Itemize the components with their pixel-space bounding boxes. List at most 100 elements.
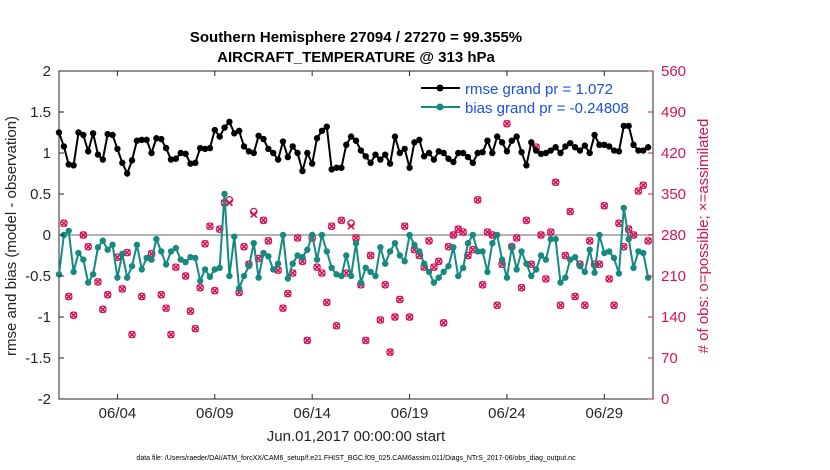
rmse-marker [245, 148, 253, 155]
bias-marker [567, 256, 574, 263]
rmse-marker [119, 159, 126, 167]
chart-title: Southern Hemisphere 27094 / 27270 = 99.3… [190, 29, 522, 46]
bias-marker [289, 260, 296, 267]
obs-possible-marker [186, 307, 195, 315]
rmse-marker [581, 142, 589, 149]
rmse-marker [601, 141, 608, 148]
bias-marker [406, 231, 413, 239]
rmse-marker [270, 149, 277, 157]
obs-possible-marker [337, 216, 346, 225]
bias-marker [489, 240, 496, 247]
obs-possible-marker [585, 237, 594, 245]
obs-possible-marker [571, 292, 579, 301]
obs-possible-marker [391, 313, 399, 321]
obs-assimilated-marker [595, 260, 604, 268]
tick-layer: 06/04 06/09 06/14 06/19 06/24 06/29 2 1.5 1 0.5 0 -… [25, 63, 686, 422]
obs-possible-marker [430, 263, 438, 272]
obs-possible-marker [303, 336, 312, 345]
rmse-marker [474, 149, 481, 157]
bias-marker [498, 256, 506, 263]
obs-possible-marker [264, 237, 273, 245]
rmse-marker [435, 148, 442, 155]
bias-marker [450, 244, 457, 251]
series-layer [55, 118, 652, 292]
bias-marker [255, 274, 262, 281]
obs-possible-marker [434, 257, 443, 266]
obs-possible-marker [542, 275, 550, 283]
rmse-marker [89, 130, 97, 137]
rmse-marker [445, 155, 452, 162]
obs-assimilated-marker [240, 243, 248, 251]
obs-assimilated-marker [571, 292, 579, 301]
bias-marker [411, 241, 418, 249]
bias-marker [605, 248, 613, 255]
obs-possible-marker [94, 278, 102, 286]
rmse-marker [153, 135, 160, 142]
obs-assimilated-marker [581, 301, 589, 309]
obs-assimilated-marker [615, 219, 623, 227]
obs-assimilated-marker [225, 199, 233, 207]
obs-assimilated-marker [84, 243, 92, 251]
bias-marker [308, 231, 316, 239]
bias-marker [99, 237, 107, 244]
obs-assimilated-marker [196, 284, 204, 292]
bias-marker [386, 248, 394, 255]
bias-marker [440, 268, 447, 276]
bias-marker [133, 241, 141, 249]
rmse-marker [328, 166, 335, 173]
obs-assimilated-marker [430, 263, 438, 271]
obs-possible-marker [405, 313, 414, 321]
obs-possible-marker [605, 275, 614, 283]
rmse-marker [562, 143, 569, 150]
bias-marker [123, 274, 131, 281]
x-tick-label: 06/19 [391, 405, 429, 422]
rmse-marker [640, 147, 647, 154]
rmse-marker [518, 148, 525, 156]
bias-marker [284, 275, 292, 282]
obs-possible-marker [84, 242, 93, 251]
rmse-marker [552, 144, 559, 151]
bias-marker [625, 235, 632, 243]
rmse-marker [459, 149, 467, 157]
obs-possible-marker [172, 263, 180, 272]
obs-assimilated-marker [600, 202, 608, 210]
obs-assimilated-marker [586, 237, 594, 245]
bias-marker [167, 248, 175, 255]
obs-possible-marker [162, 304, 170, 313]
bias-marker [581, 268, 589, 276]
rmse-marker [187, 160, 194, 167]
rmse-marker [294, 149, 301, 157]
rmse-marker [162, 144, 170, 152]
rmse-marker [235, 127, 243, 135]
obs-assimilated-marker [556, 301, 565, 309]
obs-possible-marker [361, 336, 370, 345]
obs-assimilated-marker [323, 298, 331, 306]
rmse-marker [221, 124, 228, 131]
rmse-marker [201, 145, 209, 153]
obs-assimilated-marker [440, 319, 448, 327]
rmse-marker [523, 162, 530, 169]
obs-assimilated-marker [362, 336, 370, 344]
bias-marker [610, 254, 618, 262]
obs-assimilated-marker [128, 331, 136, 339]
bias-marker [196, 277, 204, 285]
y-tick-label: -2 [38, 391, 51, 408]
obs-possible-marker [425, 237, 433, 245]
bias-marker [620, 204, 627, 212]
bias-marker [94, 244, 102, 251]
rmse-marker [182, 150, 189, 158]
rmse-marker [464, 153, 472, 161]
bias-marker [552, 235, 559, 243]
obs-assimilated-marker [94, 278, 102, 286]
obs-possible-marker [600, 201, 609, 210]
obs-assimilated-marker [401, 222, 409, 230]
obs-possible-marker [201, 239, 209, 248]
legend-bias-marker [436, 103, 444, 111]
rmse-marker [450, 158, 457, 166]
obs-possible-marker [259, 216, 268, 225]
rmse-marker [94, 151, 102, 158]
obs-assimilated-marker [396, 295, 404, 303]
obs-possible-marker [512, 234, 521, 242]
rmse-marker [635, 147, 642, 154]
